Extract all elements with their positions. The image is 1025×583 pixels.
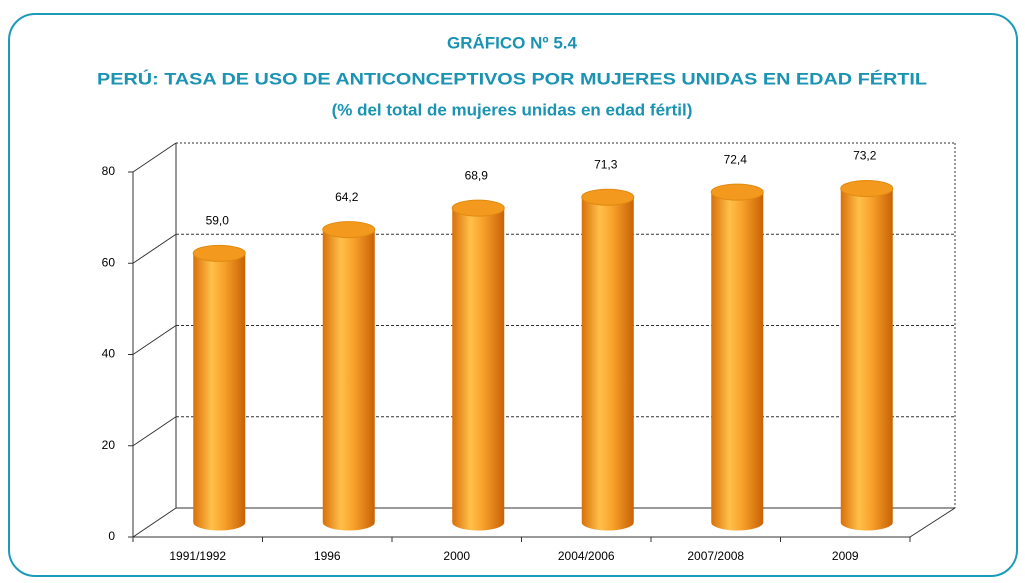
value-label: 72,4 (724, 152, 748, 166)
bar-top (451, 199, 505, 217)
bar-top (581, 188, 635, 206)
side-grid-line (132, 416, 177, 447)
x-tick-label: 2007/2008 (687, 549, 744, 563)
value-label: 59,0 (206, 213, 230, 227)
bar-body (711, 192, 764, 531)
y-tick-label: 0 (108, 529, 115, 543)
bar (840, 180, 894, 531)
x-tick-label: 2004/2006 (558, 549, 615, 563)
bar-body (581, 197, 634, 531)
x-tick-label: 1991/1992 (169, 549, 226, 563)
bar (192, 244, 246, 531)
bar (322, 221, 376, 531)
bar-body (452, 208, 505, 531)
y-tick-label: 40 (102, 347, 116, 361)
y-tick-label: 60 (102, 255, 116, 269)
bar-body (840, 188, 893, 531)
chart-subtitle: (% del total de mujeres unidas en edad f… (332, 100, 693, 119)
bar-top (840, 180, 894, 198)
frame (8, 13, 1018, 577)
x-tick-label: 2009 (832, 549, 859, 563)
floor-right (909, 507, 956, 538)
x-tick-label: 2000 (443, 549, 470, 563)
value-label: 73,2 (853, 149, 877, 163)
value-label: 71,3 (594, 157, 618, 171)
value-label: 68,9 (465, 168, 489, 182)
side-grid-line (132, 142, 177, 173)
side-grid-line (132, 325, 177, 355)
x-tick-label: 1996 (314, 549, 341, 563)
bar-top (192, 244, 246, 262)
bar-body (322, 229, 375, 531)
chart-title: PERÚ: TASA DE USO DE ANTICONCEPTIVOS POR… (97, 69, 927, 88)
side-grid-line (132, 507, 177, 538)
bar-top (322, 221, 376, 239)
y-tick-label: 20 (102, 438, 116, 452)
side-grid-line (132, 233, 177, 264)
bar-body (193, 253, 246, 531)
bar-top (710, 183, 764, 201)
bar (710, 183, 764, 531)
y-tick-label: 80 (102, 164, 116, 178)
value-label: 64,2 (335, 190, 359, 204)
bar (451, 199, 505, 531)
bar (581, 188, 635, 531)
chart-caption: GRÁFICO Nº 5.4 (447, 33, 577, 52)
